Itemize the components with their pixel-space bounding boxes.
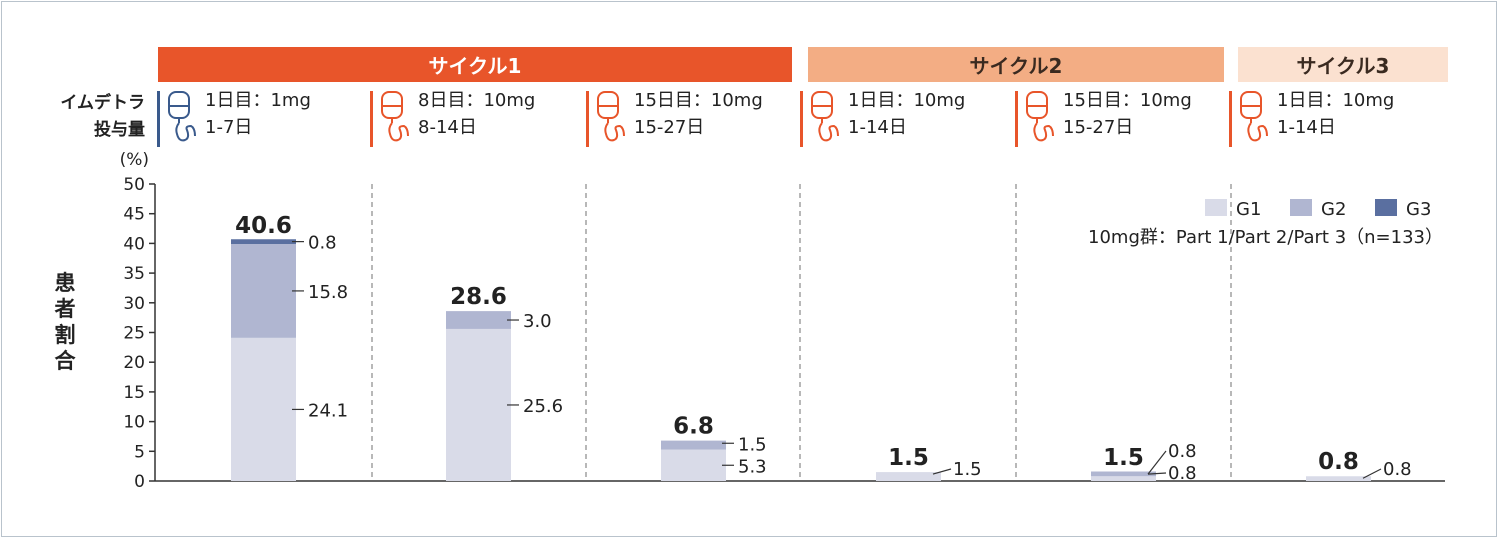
dose-label-line1: イムデトラ	[60, 93, 145, 113]
iv-drip-bag-icon	[811, 91, 839, 142]
cycle-3-banner: サイクル3	[1238, 47, 1448, 82]
iv-drip-bag-icon	[1240, 91, 1268, 142]
bar-total-label: 1.5	[888, 445, 929, 471]
segment-label-leader	[1147, 450, 1167, 475]
y-tick-label: 40	[123, 234, 145, 254]
cycle-2-banner: サイクル2	[808, 47, 1224, 82]
dose-range: 1-7日	[205, 117, 253, 138]
bar-segment-g2	[231, 243, 296, 338]
y-tick-label: 20	[123, 353, 145, 373]
cycle-1-label: サイクル1	[428, 54, 522, 78]
segment-value-label: 0.8	[1168, 441, 1197, 462]
bar-total-label: 28.6	[450, 284, 507, 310]
dose-range: 1-14日	[1277, 117, 1336, 138]
iv-drip-bag-icon	[597, 91, 625, 142]
dose-day: 1日目：10mg	[848, 90, 966, 111]
bar-segment-g1	[661, 449, 726, 481]
bar-segment-g1	[1306, 476, 1371, 481]
bar-segment-g1	[231, 337, 296, 481]
dose-divider	[157, 91, 160, 147]
legend-swatch-g3	[1375, 199, 1397, 216]
dose-day: 8日目：10mg	[418, 90, 536, 111]
segment-value-label: 0.8	[1383, 459, 1412, 480]
y-tick-label: 15	[123, 383, 145, 403]
y-axis-title: 患者割合	[54, 271, 76, 373]
dose-range: 15-27日	[634, 117, 705, 138]
segment-label-leader	[1362, 468, 1382, 479]
bar-segment-g2	[446, 311, 511, 329]
bar-total-label: 6.8	[673, 414, 714, 440]
bar-segment-g1	[446, 328, 511, 481]
bar-total-label: 1.5	[1103, 445, 1144, 471]
legend-swatch-g2	[1290, 199, 1312, 216]
dose-divider	[586, 91, 589, 147]
y-tick-label: 30	[123, 294, 145, 314]
y-tick-label: 45	[123, 205, 145, 225]
y-tick-label: 25	[123, 324, 145, 344]
y-tick-label: 10	[123, 413, 145, 433]
dose-divider	[1015, 91, 1018, 147]
iv-drip-bag-icon	[1026, 91, 1054, 142]
segment-value-label: 0.8	[1168, 463, 1197, 484]
legend-label: G2	[1321, 199, 1346, 220]
dose-divider	[1229, 91, 1232, 147]
iv-drip-bag-icon	[381, 91, 409, 142]
dose-day: 15日目：10mg	[634, 90, 763, 111]
y-tick-label: 50	[123, 175, 145, 195]
segment-value-label: 1.5	[953, 459, 982, 480]
bar-segment-g1	[1091, 476, 1156, 481]
y-unit-label: (%)	[120, 150, 149, 170]
segment-value-label: 1.5	[738, 434, 767, 455]
bar-segment-g2	[661, 440, 726, 450]
population-note: 10mg群：Part 1/Part 2/Part 3（n=133）	[1088, 227, 1443, 248]
cycle-3-label: サイクル3	[1296, 54, 1390, 78]
dose-range: 15-27日	[1063, 117, 1134, 138]
segment-label-leader	[932, 468, 952, 475]
iv-drip-bag-icon	[168, 91, 196, 142]
bar-segment-g2	[1091, 471, 1156, 477]
cycle-2-label: サイクル2	[969, 54, 1063, 78]
segment-value-label: 25.6	[523, 396, 563, 417]
legend-swatch-g1	[1205, 199, 1227, 216]
bar-segment-g1	[876, 472, 941, 481]
dose-divider	[800, 91, 803, 147]
dose-divider	[370, 91, 373, 147]
dose-label-line2: 投与量	[94, 120, 145, 140]
bar-total-label: 0.8	[1318, 449, 1359, 475]
bar-segment-g3	[231, 239, 296, 244]
dose-day: 1日目：10mg	[1277, 90, 1395, 111]
segment-value-label: 15.8	[308, 282, 348, 303]
y-tick-label: 0	[134, 472, 145, 492]
y-tick-label: 35	[123, 264, 145, 284]
cycle-1-banner: サイクル1	[158, 47, 792, 82]
dose-day: 15日目：10mg	[1063, 90, 1192, 111]
dose-range: 1-14日	[848, 117, 907, 138]
segment-value-label: 24.1	[308, 400, 348, 421]
bar-total-label: 40.6	[235, 213, 292, 239]
dose-range: 8-14日	[418, 117, 477, 138]
segment-value-label: 3.0	[523, 311, 552, 332]
segment-label-leader	[1147, 472, 1167, 475]
segment-value-label: 5.3	[738, 456, 767, 477]
dose-row-label: イムデトラ 投与量	[40, 90, 145, 144]
y-tick-label: 5	[134, 442, 145, 462]
dose-day: 1日目：1mg	[205, 90, 311, 111]
legend-label: G3	[1406, 199, 1431, 220]
legend-label: G1	[1236, 199, 1261, 220]
segment-value-label: 0.8	[308, 233, 337, 254]
